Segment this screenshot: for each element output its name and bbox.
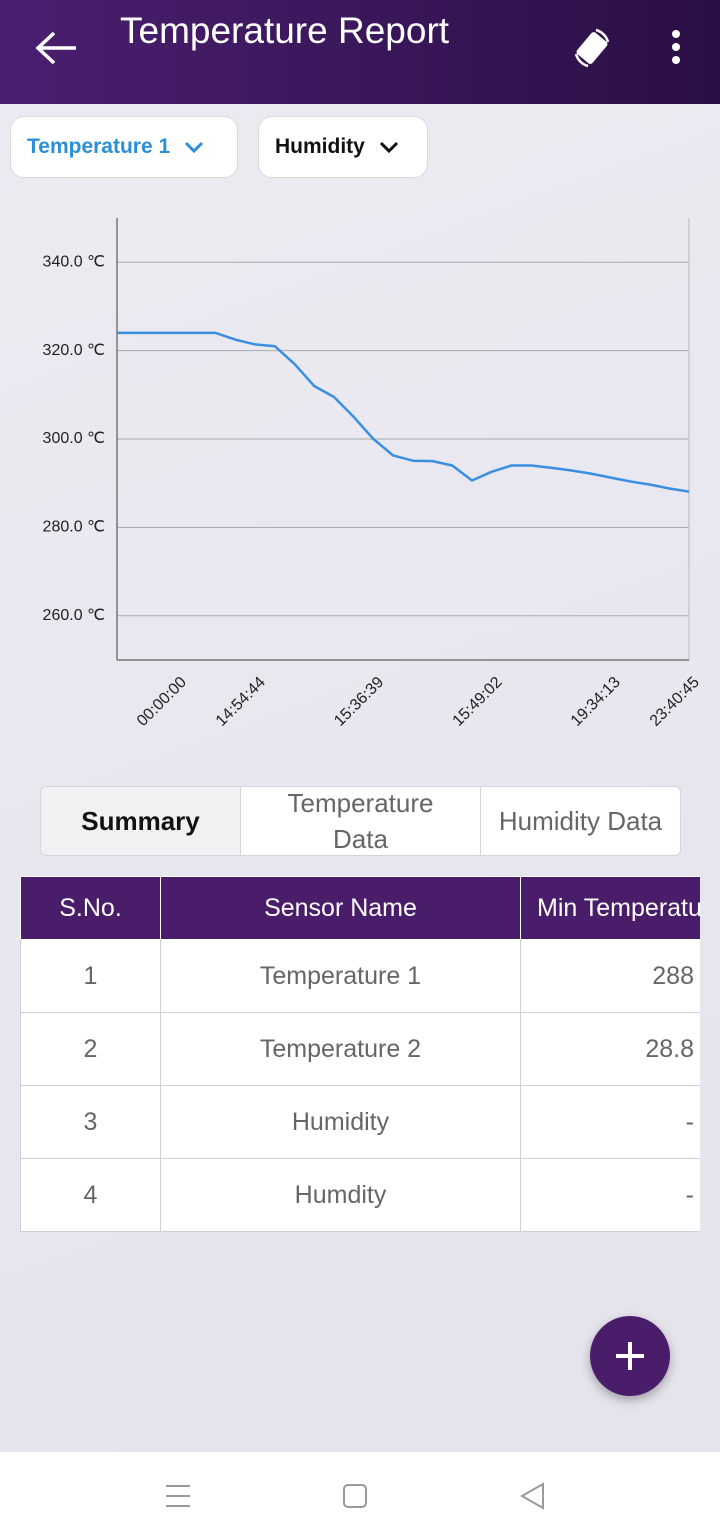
table-cell: - [520, 1158, 700, 1232]
rotate-button[interactable] [570, 26, 614, 70]
dropdown-label: Temperature 1 [27, 135, 171, 158]
x-tick-label: 19:34:13 [568, 674, 624, 730]
column-header: Min Temperature [520, 876, 700, 940]
table-cell: 1 [20, 939, 161, 1013]
chevron [379, 141, 398, 153]
title: Temperature Report [120, 10, 450, 51]
table-cell: 288 [520, 939, 700, 1013]
table-row: 1 Temperature 1 288 [20, 939, 700, 1013]
table-cell: 3 [20, 1085, 161, 1159]
plus-icon [616, 1342, 644, 1370]
nav-icons [166, 1482, 544, 1510]
temperature-line [117, 331, 690, 493]
x-tick-label: 15:36:39 [331, 674, 387, 730]
summary-table: S.No. Sensor Name Min Temperature 1Tempe… [20, 876, 700, 1232]
table-row: 3 Humidity - [20, 1085, 700, 1159]
table-cell: Humidity [160, 1085, 521, 1159]
table-cell: 28.8 [520, 1012, 700, 1086]
tab-bar: Summary Temperature Data Humidity Data [40, 786, 681, 856]
tab[interactable]: Summary [41, 787, 240, 855]
back-button[interactable] [34, 30, 78, 66]
system-nav-bar [0, 1452, 720, 1540]
column-header: S.No. [20, 876, 161, 940]
menu-button[interactable] [666, 28, 686, 68]
table-row: 4 Humdity - [20, 1158, 700, 1232]
table-cell: 4 [20, 1158, 161, 1232]
table-cell: 2 [20, 1012, 161, 1086]
chart: 260.0 ℃ 280.0 ℃ 300.0 ℃ 320.0 ℃ 340.0 ℃ 00:00… [43, 218, 703, 730]
add-button[interactable] [590, 1316, 670, 1396]
y-tick-label: 260.0 ℃ [43, 607, 105, 624]
y-tick-label: 300.0 ℃ [43, 430, 105, 447]
y-tick-label: 280.0 ℃ [43, 519, 105, 536]
x-tick-label: 15:49:02 [450, 674, 506, 730]
app-bar: Temperature Report [0, 0, 720, 104]
tab[interactable]: Temperature Data [240, 787, 480, 855]
dropdown-label: Humidity [275, 135, 365, 158]
table-cell: Humdity [160, 1158, 521, 1232]
chevron [185, 141, 204, 153]
tab[interactable]: Humidity Data [480, 787, 680, 855]
column-header: Sensor Name [160, 876, 521, 940]
x-tick-label: 14:54:44 [213, 674, 269, 730]
x-tick-label: 00:00:00 [134, 674, 190, 730]
x-tick-label: 23:40:45 [647, 674, 703, 730]
sensor-dropdown[interactable]: Temperature 1 [10, 116, 238, 178]
table-cell: Temperature 2 [160, 1012, 521, 1086]
type-dropdown[interactable]: Humidity [258, 116, 428, 178]
y-tick-label: 320.0 ℃ [43, 342, 105, 359]
table: S.No. Sensor Name Min Temperature 1Tempe… [20, 876, 700, 1232]
table-row: 2 Temperature 2 28.8 [20, 1012, 700, 1086]
y-tick-label: 340.0 ℃ [43, 253, 105, 270]
table-cell: - [520, 1085, 700, 1159]
table-cell: Temperature 1 [160, 939, 521, 1013]
